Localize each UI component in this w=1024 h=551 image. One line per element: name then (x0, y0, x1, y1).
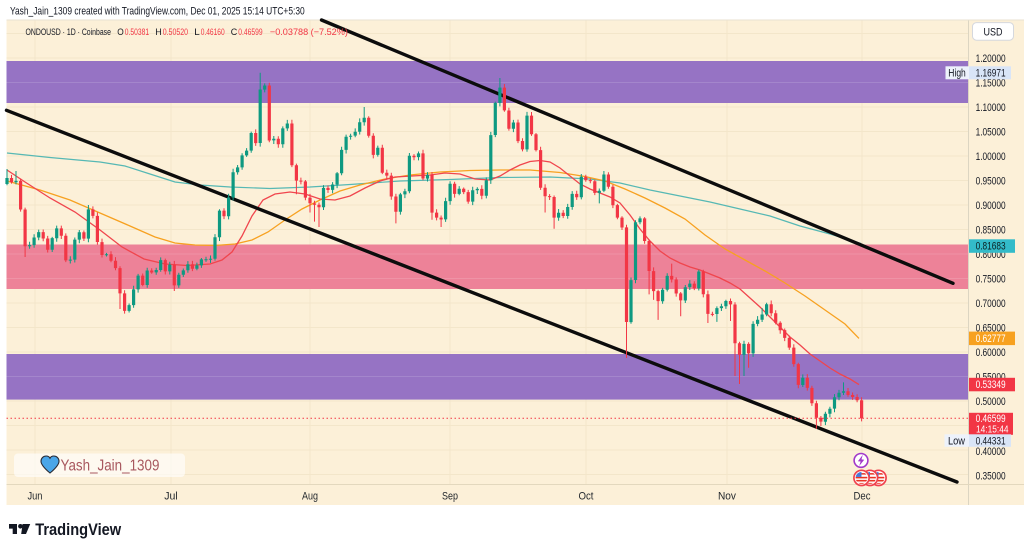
svg-text:0.44331: 0.44331 (976, 435, 1006, 447)
svg-text:1.10000: 1.10000 (976, 102, 1006, 114)
svg-text:0.70000: 0.70000 (976, 298, 1006, 310)
svg-text:Yash_Jain_1309 created with Tr: Yash_Jain_1309 created with TradingView.… (10, 5, 305, 17)
svg-text:1.15000: 1.15000 (976, 77, 1006, 89)
svg-text:0.46599: 0.46599 (238, 27, 263, 37)
svg-text:Low: Low (948, 436, 966, 448)
svg-text:Dec: Dec (854, 491, 871, 503)
svg-text:0.85000: 0.85000 (976, 224, 1006, 236)
svg-text:14:15:44: 14:15:44 (976, 424, 1008, 435)
svg-text:Oct: Oct (579, 491, 594, 503)
svg-text:1.20000: 1.20000 (976, 53, 1006, 65)
svg-text:0.50000: 0.50000 (976, 396, 1006, 408)
svg-text:USD: USD (984, 27, 1003, 39)
svg-text:0.90000: 0.90000 (976, 200, 1006, 212)
svg-text:0.75000: 0.75000 (976, 273, 1006, 285)
svg-text:0.40000: 0.40000 (976, 446, 1006, 458)
svg-text:Jun: Jun (28, 491, 43, 503)
svg-text:1.16971: 1.16971 (976, 67, 1006, 79)
svg-text:L: L (194, 27, 200, 38)
svg-text:1.00000: 1.00000 (976, 151, 1006, 163)
svg-text:O: O (117, 26, 124, 37)
svg-text:0.62777: 0.62777 (976, 333, 1006, 345)
svg-text:0.35000: 0.35000 (976, 470, 1006, 482)
svg-text:0.46160: 0.46160 (201, 27, 225, 37)
svg-text:0.81683: 0.81683 (976, 241, 1006, 253)
svg-text:0.95000: 0.95000 (976, 175, 1006, 187)
svg-text:High: High (948, 68, 965, 80)
svg-text:0.50381: 0.50381 (125, 27, 150, 37)
svg-text:Sep: Sep (442, 491, 458, 503)
svg-text:ONDOUSD · 1D · Coinbase: ONDOUSD · 1D · Coinbase (26, 26, 112, 37)
svg-text:C: C (231, 27, 238, 37)
svg-text:0.60000: 0.60000 (976, 347, 1006, 359)
svg-text:0.46599: 0.46599 (976, 413, 1006, 425)
svg-text:Yash_Jain_1309: Yash_Jain_1309 (61, 458, 160, 475)
svg-text:Jul: Jul (164, 490, 177, 502)
svg-text:0.53349: 0.53349 (976, 379, 1006, 391)
svg-text:1.05000: 1.05000 (976, 126, 1006, 138)
svg-text:Nov: Nov (718, 490, 737, 502)
svg-text:Aug: Aug (302, 491, 318, 503)
svg-text:H: H (155, 27, 162, 37)
svg-text:0.50520: 0.50520 (163, 26, 189, 37)
svg-text:TradingView: TradingView (35, 521, 122, 539)
svg-text:−0.03788 (−7.52%): −0.03788 (−7.52%) (270, 27, 348, 37)
